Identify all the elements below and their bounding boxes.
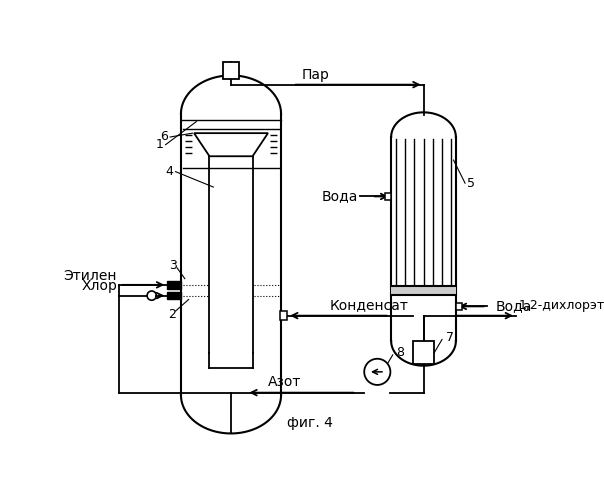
Text: Конденсат: Конденсат — [330, 298, 409, 312]
Ellipse shape — [391, 316, 456, 366]
Bar — [391, 286, 456, 295]
Bar — [167, 292, 181, 300]
Text: 8: 8 — [397, 346, 405, 359]
Text: 4: 4 — [165, 165, 173, 178]
Bar — [456, 302, 462, 310]
Text: 7: 7 — [446, 330, 454, 344]
Text: Вода: Вода — [496, 300, 532, 314]
Text: 2: 2 — [168, 308, 176, 322]
Text: Пар: Пар — [302, 68, 330, 82]
Bar — [210, 156, 252, 352]
Bar — [167, 281, 181, 288]
Bar — [391, 137, 456, 341]
Bar — [222, 62, 239, 79]
Text: Этилен: Этилен — [63, 268, 117, 282]
Ellipse shape — [391, 112, 456, 162]
Ellipse shape — [181, 76, 281, 152]
Text: Хлор: Хлор — [81, 280, 117, 293]
Text: 1: 1 — [155, 138, 163, 151]
Text: 1,2-дихлорэтан: 1,2-дихлорэтан — [519, 299, 604, 312]
Text: Вода: Вода — [322, 190, 358, 203]
Text: 6: 6 — [160, 130, 168, 143]
Polygon shape — [194, 133, 268, 156]
Text: фиг. 4: фиг. 4 — [287, 416, 332, 430]
Text: 5: 5 — [467, 176, 475, 190]
Ellipse shape — [181, 356, 281, 434]
Bar — [413, 341, 434, 364]
Bar — [385, 192, 391, 200]
Text: 3: 3 — [169, 259, 177, 272]
Text: Азот: Азот — [268, 375, 301, 389]
Bar — [280, 311, 288, 320]
Bar — [181, 114, 281, 395]
